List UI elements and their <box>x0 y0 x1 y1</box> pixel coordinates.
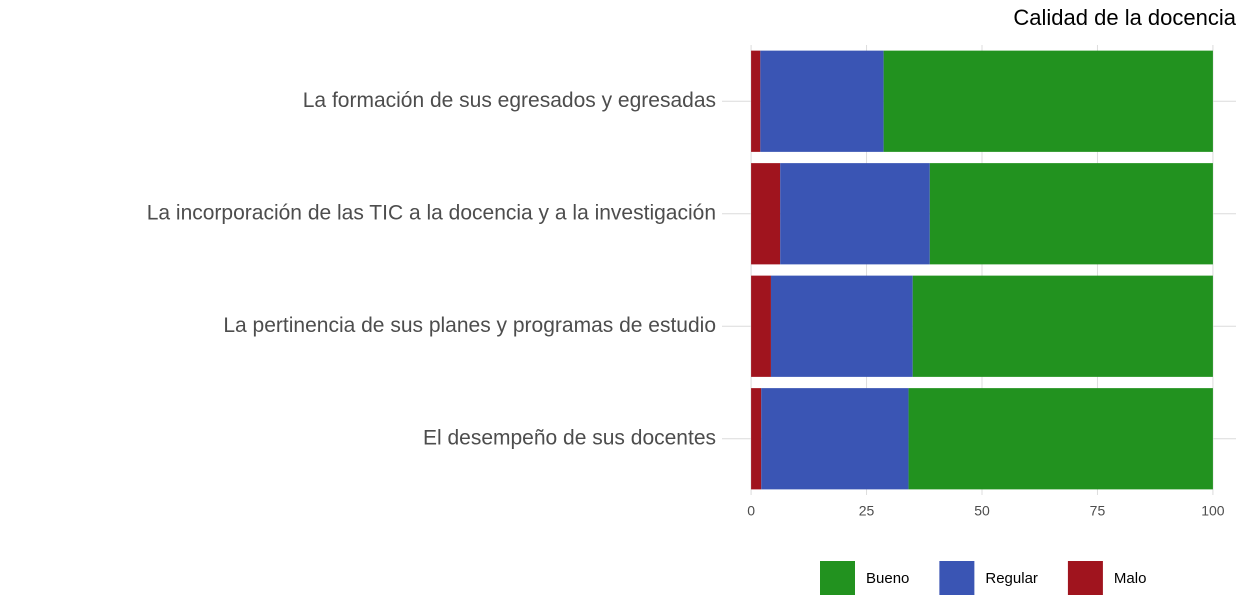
y-tick-label: La formación de sus egresados y egresada… <box>303 89 716 112</box>
bar-segment <box>761 388 909 490</box>
bar-segment <box>929 163 1213 265</box>
legend-label: Malo <box>1114 570 1147 587</box>
legend-label: Bueno <box>866 570 909 587</box>
y-tick-label: El desempeño de sus docentes <box>423 426 716 449</box>
bar-segment <box>751 275 771 377</box>
y-tick-label: La pertinencia de sus planes y programas… <box>223 314 716 337</box>
y-tick-label: La incorporación de las TIC a la docenci… <box>147 201 716 224</box>
bar-segment <box>751 388 762 490</box>
bar-segment <box>912 275 1213 377</box>
chart-title: Calidad de la docencia <box>1013 5 1236 30</box>
legend-swatch <box>820 561 855 595</box>
x-tick-label: 50 <box>974 503 990 519</box>
bar-segment <box>908 388 1213 490</box>
bar-segment <box>751 50 761 152</box>
bar-segment <box>883 50 1213 152</box>
x-tick-label: 25 <box>859 503 875 519</box>
x-tick-label: 0 <box>747 503 755 519</box>
bar-segment <box>780 163 930 265</box>
bar-segment <box>751 163 781 265</box>
legend-swatch <box>939 561 975 595</box>
x-tick-label: 75 <box>1090 503 1106 519</box>
legend-swatch <box>1067 561 1103 595</box>
x-tick-label: 100 <box>1201 503 1225 519</box>
bar-segment <box>770 275 913 377</box>
legend-label: Regular <box>985 570 1038 587</box>
bar-segment <box>760 50 884 152</box>
